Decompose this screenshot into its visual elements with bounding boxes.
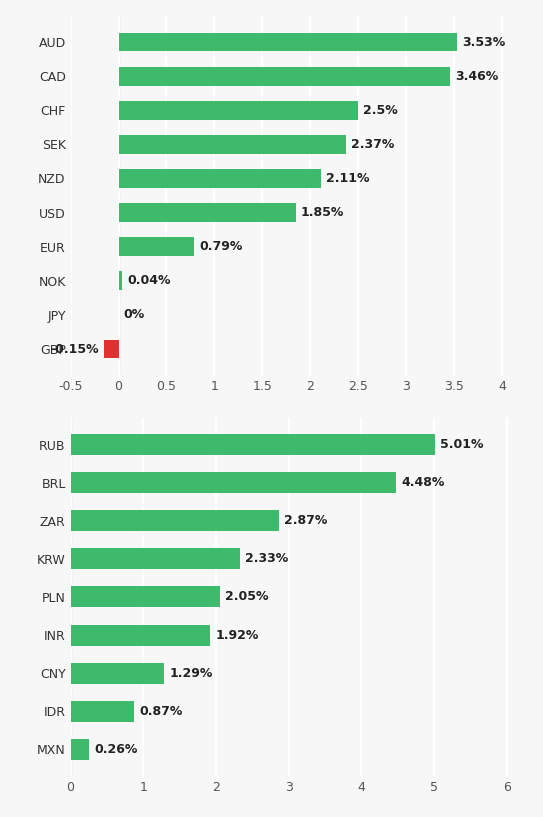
Text: 2.33%: 2.33% [245, 552, 288, 565]
Bar [71, 739, 90, 760]
Text: 1.92%: 1.92% [215, 628, 258, 641]
Bar [71, 434, 435, 455]
Text: 0.26%: 0.26% [94, 743, 138, 756]
Text: 5.01%: 5.01% [440, 438, 483, 451]
Text: 3.46%: 3.46% [455, 69, 498, 83]
Text: 0.79%: 0.79% [199, 240, 243, 253]
Bar [118, 271, 122, 290]
Text: 2.87%: 2.87% [285, 514, 327, 527]
Text: 0.87%: 0.87% [139, 705, 182, 718]
Text: 2.05%: 2.05% [225, 591, 268, 604]
Bar [118, 203, 296, 222]
Text: -0.15%: -0.15% [50, 342, 99, 355]
Bar [118, 67, 450, 86]
Text: 2.11%: 2.11% [326, 172, 369, 185]
Bar [71, 511, 279, 531]
Text: 0.04%: 0.04% [127, 275, 171, 288]
Text: 1.85%: 1.85% [301, 206, 344, 219]
Bar [71, 624, 210, 645]
Bar [118, 135, 346, 154]
Bar [104, 340, 118, 359]
Text: 0%: 0% [123, 309, 144, 321]
Text: 1.29%: 1.29% [169, 667, 213, 680]
Bar [71, 472, 396, 493]
Text: 4.48%: 4.48% [401, 476, 445, 489]
Bar [118, 237, 194, 256]
Bar [118, 100, 358, 119]
Text: 3.53%: 3.53% [462, 35, 505, 48]
Bar [118, 169, 321, 188]
Text: 2.37%: 2.37% [351, 138, 394, 151]
Text: 2.5%: 2.5% [363, 104, 398, 117]
Bar [71, 548, 240, 569]
Bar [71, 701, 134, 721]
Bar [118, 33, 457, 51]
Bar [71, 663, 165, 684]
Bar [71, 587, 219, 607]
